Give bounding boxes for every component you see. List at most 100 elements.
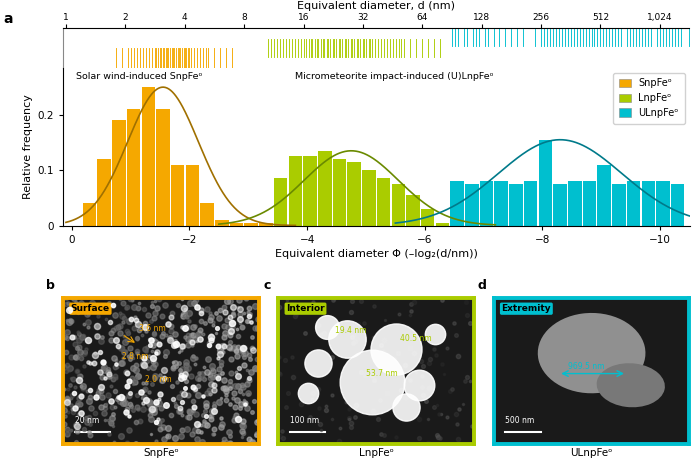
Point xyxy=(131,418,142,426)
Point xyxy=(139,361,150,368)
Point xyxy=(71,422,83,430)
Point xyxy=(162,433,173,440)
Point xyxy=(205,380,216,388)
Point xyxy=(183,331,194,339)
Bar xyxy=(274,223,288,226)
Point xyxy=(98,364,109,371)
Point xyxy=(132,304,144,312)
Point xyxy=(137,399,148,407)
Text: 40.5 nm: 40.5 nm xyxy=(400,335,431,344)
Point xyxy=(81,387,92,395)
Point xyxy=(224,428,235,436)
Point xyxy=(199,407,211,414)
Point xyxy=(120,369,132,376)
Point xyxy=(110,360,121,367)
Point xyxy=(208,373,219,380)
Point xyxy=(76,391,87,399)
Point xyxy=(62,386,74,393)
Point xyxy=(191,411,202,418)
Point xyxy=(124,317,135,325)
Point xyxy=(226,319,237,326)
Point xyxy=(139,345,150,353)
Text: Solar wind-induced SnpFeᵒ: Solar wind-induced SnpFeᵒ xyxy=(76,73,202,82)
Bar xyxy=(642,181,655,226)
Point xyxy=(205,371,216,379)
Point xyxy=(150,374,161,382)
Y-axis label: Relative frequency: Relative frequency xyxy=(23,94,34,199)
Point xyxy=(346,295,358,302)
Point xyxy=(221,391,232,398)
Point xyxy=(327,392,338,399)
Point xyxy=(85,431,96,438)
Point xyxy=(213,374,224,382)
Point xyxy=(377,348,388,355)
Point xyxy=(120,304,132,312)
Point xyxy=(179,312,190,320)
Point xyxy=(224,400,235,408)
Point xyxy=(248,438,259,445)
Point xyxy=(160,348,172,355)
Point xyxy=(194,421,205,429)
Point xyxy=(374,396,386,404)
Point xyxy=(61,361,72,369)
Point xyxy=(442,345,453,352)
Point xyxy=(218,303,230,311)
Point xyxy=(328,296,339,303)
Point xyxy=(452,352,463,360)
Point xyxy=(204,412,216,420)
Point xyxy=(141,347,152,354)
Point xyxy=(133,299,144,307)
Point xyxy=(225,432,236,440)
Point xyxy=(290,312,301,320)
Point xyxy=(111,356,122,364)
Point xyxy=(72,367,83,375)
X-axis label: SnpFeᵒ: SnpFeᵒ xyxy=(143,448,178,458)
Point xyxy=(343,414,354,421)
Point xyxy=(115,397,126,405)
Point xyxy=(344,405,355,413)
Point xyxy=(233,347,244,354)
Point xyxy=(149,372,160,379)
Point xyxy=(194,375,205,383)
Bar xyxy=(259,223,273,226)
Point xyxy=(209,408,220,415)
Point xyxy=(216,361,227,368)
Point xyxy=(186,342,197,349)
Point xyxy=(130,367,141,374)
Point xyxy=(243,312,254,320)
Point xyxy=(160,331,172,338)
Point xyxy=(179,324,190,332)
Point xyxy=(232,372,244,380)
Point xyxy=(249,303,260,310)
Point xyxy=(208,426,219,433)
Point xyxy=(69,333,80,340)
Point xyxy=(103,391,114,399)
Point xyxy=(125,344,136,352)
Point xyxy=(150,438,162,445)
Point xyxy=(231,347,242,355)
Point xyxy=(87,300,98,307)
Point xyxy=(144,388,155,396)
Point xyxy=(213,365,224,372)
Point xyxy=(132,334,143,342)
Point xyxy=(62,317,73,324)
Point xyxy=(69,383,80,391)
Point xyxy=(188,331,199,338)
Point xyxy=(72,399,83,407)
Point xyxy=(372,415,384,422)
Bar xyxy=(465,184,479,226)
Point xyxy=(176,365,188,373)
Point xyxy=(114,322,125,330)
Point xyxy=(76,393,87,400)
Point xyxy=(312,321,323,329)
Bar xyxy=(127,110,141,226)
Point xyxy=(160,401,172,409)
Point xyxy=(225,384,236,392)
Point xyxy=(320,407,331,414)
Point xyxy=(66,405,78,413)
Point xyxy=(452,420,463,428)
Point xyxy=(165,411,176,419)
Point xyxy=(215,358,226,365)
Point xyxy=(64,381,76,388)
Point xyxy=(183,391,194,399)
